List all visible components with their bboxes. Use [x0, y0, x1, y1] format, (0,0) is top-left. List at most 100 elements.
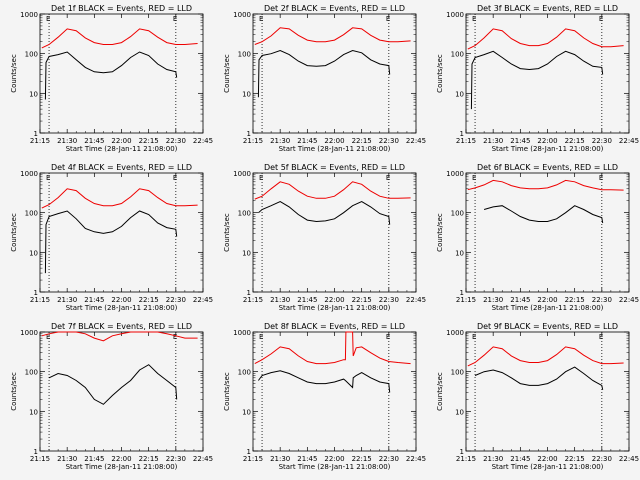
y-tick-label: 100	[238, 210, 251, 218]
x-tick-label: 22:30	[592, 455, 612, 463]
y-axis-label: Counts/sec	[436, 372, 444, 411]
x-tick-label: 22:00	[324, 137, 344, 145]
y-axis-label: Counts/sec	[436, 213, 444, 252]
x-axis-label: Start Time (28-Jan-11 21:08:00)	[66, 145, 178, 153]
panel-title: Det 4f BLACK = Events, RED = LLD	[51, 163, 192, 172]
x-tick-label: 21:30	[270, 137, 290, 145]
y-tick-label: 100	[238, 369, 251, 377]
x-tick-label: 21:45	[84, 455, 104, 463]
y-axis-label: Counts/sec	[223, 54, 231, 93]
y-tick-label: 1000	[233, 329, 251, 337]
event-marker-label: E	[173, 174, 177, 182]
y-tick-label: 1	[460, 448, 464, 456]
y-tick-label: 1000	[446, 11, 464, 19]
x-tick-label: 22:30	[379, 296, 399, 304]
x-tick-label: 21:45	[297, 137, 317, 145]
x-tick-label: 22:00	[111, 296, 131, 304]
y-tick-label: 1	[34, 289, 38, 297]
event-marker-label: E	[46, 333, 50, 341]
x-tick-label: 22:15	[352, 296, 372, 304]
x-tick-label: 21:45	[84, 296, 104, 304]
y-tick-label: 1000	[20, 11, 38, 19]
y-tick-label: 1	[460, 130, 464, 138]
panel-det9f: Det 9f BLACK = Events, RED = LLD 1 10 100 10…	[436, 322, 639, 471]
panel-title: Det 6f BLACK = Events, RED = LLD	[477, 163, 618, 172]
series-events-line	[470, 50, 604, 110]
x-axis-label: Start Time (28-Jan-11 21:08:00)	[492, 304, 604, 312]
y-tick-label: 100	[238, 51, 251, 59]
x-tick-label: 22:00	[537, 137, 557, 145]
series-events-line	[474, 366, 604, 390]
y-tick-label: 10	[29, 249, 38, 257]
series-events-line	[257, 370, 391, 393]
y-tick-label: 1	[247, 448, 251, 456]
panel-title: Det 1f BLACK = Events, RED = LLD	[51, 4, 192, 13]
axes-frame	[39, 331, 204, 452]
x-tick-label: 22:45	[193, 296, 213, 304]
x-tick-label: 21:30	[270, 455, 290, 463]
y-tick-label: 100	[451, 210, 464, 218]
series-lld-line	[467, 179, 624, 191]
series-lld-line	[41, 188, 198, 209]
y-tick-label: 100	[25, 369, 38, 377]
series-lld-line	[41, 28, 198, 49]
panel-det3f: Det 3f BLACK = Events, RED = LLD 1 10 100 10…	[436, 4, 639, 153]
x-tick-label: 21:45	[510, 137, 530, 145]
event-marker-label: E	[386, 15, 390, 23]
y-tick-label: 1	[247, 130, 251, 138]
event-marker-label: E	[599, 15, 603, 23]
x-tick-label: 22:00	[324, 296, 344, 304]
x-tick-label: 21:15	[30, 455, 50, 463]
x-tick-label: 21:45	[510, 296, 530, 304]
y-tick-label: 1000	[446, 329, 464, 337]
x-tick-label: 22:30	[166, 455, 186, 463]
x-axis-label: Start Time (28-Jan-11 21:08:00)	[492, 145, 604, 153]
y-tick-label: 1	[247, 289, 251, 297]
x-tick-label: 21:30	[57, 137, 77, 145]
x-axis-label: Start Time (28-Jan-11 21:08:00)	[279, 304, 391, 312]
series-events-line	[44, 210, 178, 274]
y-tick-label: 10	[242, 249, 251, 257]
axes-frame	[252, 13, 417, 134]
series-events-line	[257, 49, 391, 98]
y-tick-label: 1	[460, 289, 464, 297]
event-marker-label: E	[46, 15, 50, 23]
x-tick-label: 22:30	[379, 455, 399, 463]
y-tick-label: 10	[455, 249, 464, 257]
x-tick-label: 21:15	[30, 137, 50, 145]
x-tick-label: 21:45	[297, 296, 317, 304]
x-tick-label: 22:30	[166, 296, 186, 304]
series-lld-line	[254, 331, 411, 365]
x-tick-label: 21:30	[483, 455, 503, 463]
x-tick-label: 22:15	[352, 455, 372, 463]
event-marker-label: E	[259, 174, 263, 182]
event-marker-label: E	[259, 333, 263, 341]
panel-det6f: Det 6f BLACK = Events, RED = LLD 1 10 100 10…	[436, 163, 639, 312]
panel-det2f: Det 2f BLACK = Events, RED = LLD 1 10 100 10…	[223, 4, 426, 153]
axes-frame	[252, 331, 417, 452]
x-tick-label: 21:45	[297, 455, 317, 463]
series-lld-line	[41, 331, 198, 342]
y-axis-label: Counts/sec	[10, 213, 18, 252]
axes-frame	[465, 172, 630, 293]
panel-title: Det 8f BLACK = Events, RED = LLD	[264, 322, 405, 331]
x-tick-label: 22:00	[537, 455, 557, 463]
series-lld-line	[254, 181, 411, 200]
y-tick-label: 10	[29, 90, 38, 98]
x-tick-label: 22:15	[565, 296, 585, 304]
event-marker-label: E	[46, 174, 50, 182]
panel-det5f: Det 5f BLACK = Events, RED = LLD 1 10 100 10…	[223, 163, 426, 312]
y-axis-label: Counts/sec	[223, 372, 231, 411]
event-marker-label: E	[386, 174, 390, 182]
panel-title: Det 5f BLACK = Events, RED = LLD	[264, 163, 405, 172]
y-axis-label: Counts/sec	[10, 372, 18, 411]
event-marker-label: E	[173, 333, 177, 341]
y-tick-label: 1000	[20, 329, 38, 337]
y-tick-label: 100	[25, 51, 38, 59]
y-tick-label: 1000	[233, 170, 251, 178]
x-tick-label: 21:15	[456, 455, 476, 463]
x-axis-label: Start Time (28-Jan-11 21:08:00)	[66, 463, 178, 471]
event-marker-label: E	[259, 15, 263, 23]
x-tick-label: 22:15	[139, 296, 159, 304]
